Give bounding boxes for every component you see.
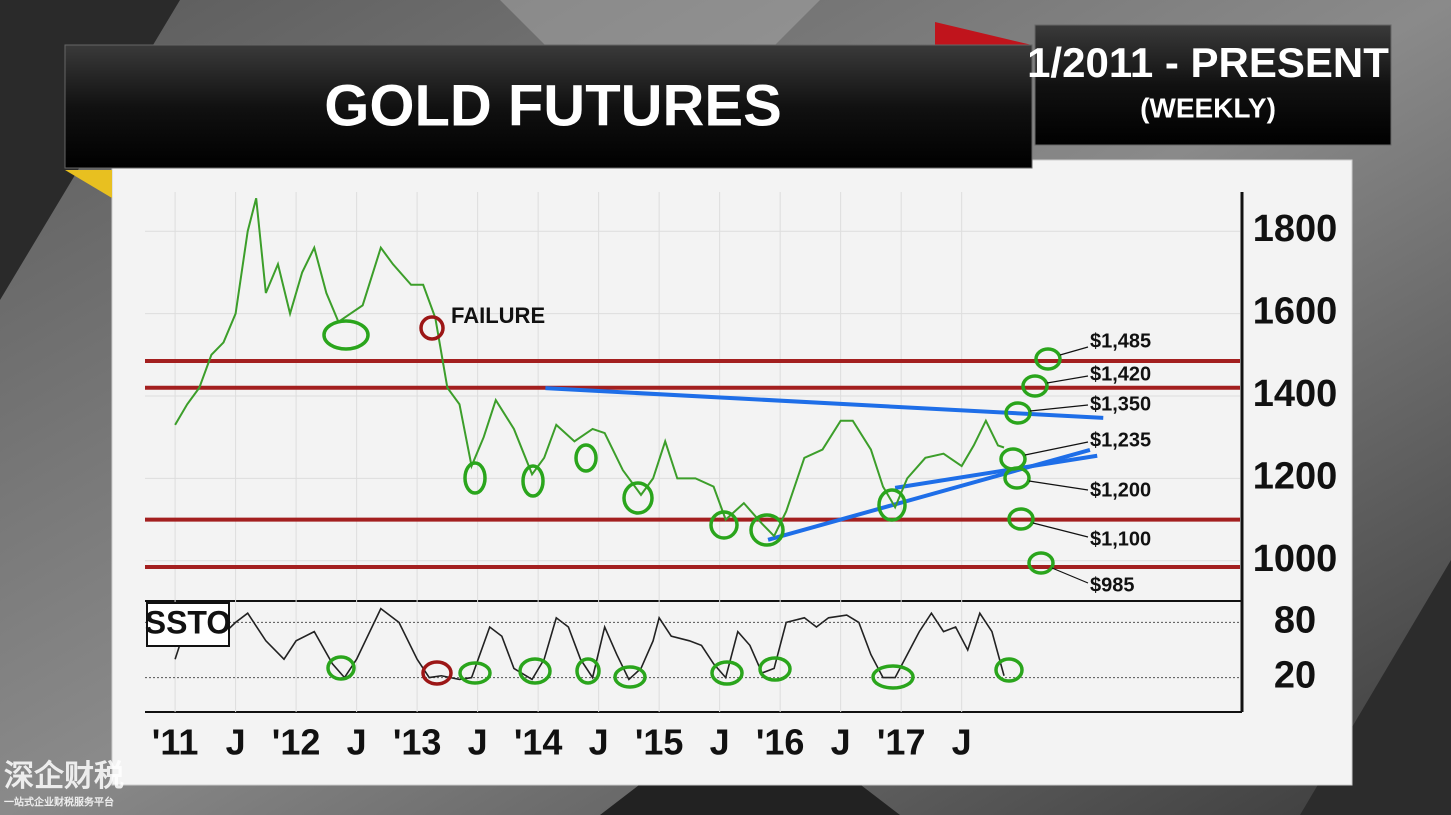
leader [1024,441,1089,456]
x-tick-label: '12 [272,722,321,763]
leader [1059,346,1089,356]
y-tick-label: 1000 [1253,538,1338,580]
level-label: $1,235 [1090,429,1151,451]
circle [326,655,356,681]
x-tick-label: J [710,722,730,763]
y-tick-label: 1200 [1253,455,1338,497]
x-tick-label: J [952,722,972,763]
watermark-slogan: 一站式企业财税服务平台 [4,796,114,809]
circle [1004,401,1032,425]
circle [458,661,492,685]
circle [421,660,453,686]
x-tick-label: '11 [152,722,199,763]
circle [322,319,370,351]
circle [758,656,792,682]
circle [709,510,739,540]
circle [622,481,654,515]
corner [935,22,1032,45]
x-tick-label: '15 [635,722,684,763]
ssto-box [146,602,230,647]
circle [463,461,487,495]
circle [419,315,445,341]
level-label: $1,420 [1090,363,1151,385]
circle [1034,347,1062,371]
level-label: $1,200 [1090,479,1151,501]
x-tick-label: '16 [756,722,805,763]
circle [613,665,647,689]
period-box [1034,24,1392,146]
corner [65,170,112,198]
level-label: $1,350 [1090,393,1151,415]
circle [574,443,598,473]
circle [518,657,552,685]
circle [877,488,907,522]
x-tick-label: '13 [393,722,442,763]
title: GOLD FUTURES [324,73,782,138]
chart-panel [111,159,1353,786]
circle [1027,551,1055,575]
circle [710,660,744,686]
leader [1032,522,1089,538]
x-tick-label: '17 [877,722,926,763]
x-tick-label: J [468,722,488,763]
level-label: $1,100 [1090,528,1151,550]
level-label: $1,485 [1090,330,1151,352]
circle [749,513,785,547]
x-tick-label: J [831,722,851,763]
circle [1007,507,1035,531]
leader [1051,567,1089,584]
leader [1046,375,1089,384]
trendline [894,453,1098,490]
y-tick-label: 80 [1274,599,1316,641]
circle [1021,374,1049,398]
circle [1003,466,1031,490]
title-bar [64,44,1033,169]
panel-title: SSTO [145,604,232,640]
x-tick-label: J [226,722,246,763]
period: 1/2011 - PRESENT [1027,39,1389,86]
annotation: FAILURE [451,303,545,328]
chart: 1000 1200 1400 1600 1800 '11 J '12 J '13 J '14 J '15 J… [145,192,1337,763]
watermark: 深企财税 [4,759,124,793]
level-label: $985 [1090,574,1135,596]
leader [1028,480,1089,491]
y-tick-label: 1600 [1253,291,1338,333]
y-tick-label: 20 [1274,655,1316,697]
leader [1029,404,1089,412]
y-tick-label: 1800 [1253,208,1338,250]
circle [521,464,545,498]
circle [575,657,601,685]
x-tick-label: J [347,722,367,763]
trendline [545,386,1104,420]
price-line [174,197,1005,538]
x-tick-label: J [589,722,609,763]
x-tick-label: '14 [514,722,563,763]
circle [871,664,915,690]
annotations [146,315,1089,690]
circle [994,657,1024,683]
frequency: (WEEKLY) [1140,92,1276,123]
y-tick-label: 1400 [1253,373,1338,415]
